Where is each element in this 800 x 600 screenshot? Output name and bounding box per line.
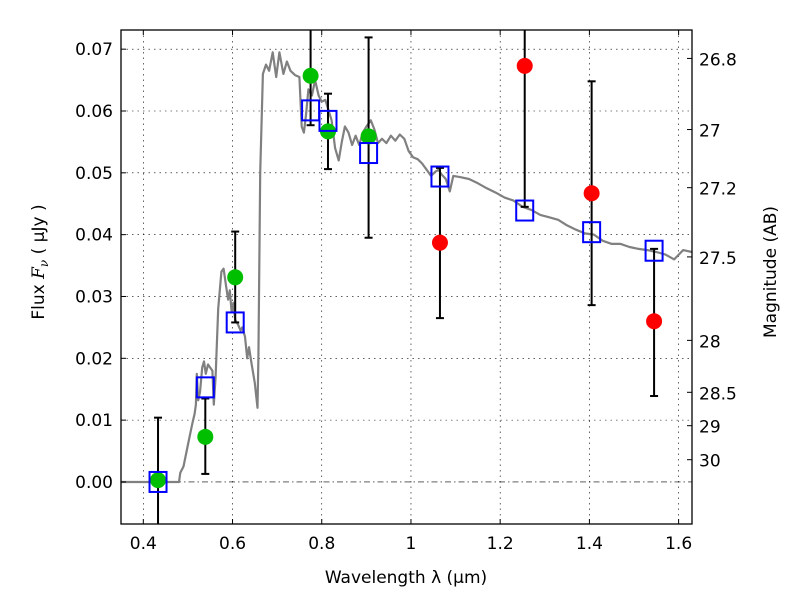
model-photometry-point [225, 311, 245, 334]
observed-point [516, 57, 533, 74]
y-tick-label: 0.06 [75, 102, 113, 122]
y2-tick-label: 27.5 [699, 249, 737, 269]
y2-tick-label: 30 [699, 452, 721, 472]
observed-point [302, 67, 319, 84]
y2-tick-label: 27 [699, 122, 721, 142]
observed-point [360, 128, 377, 145]
x-axis-label: Wavelength λ (μm) [325, 568, 487, 588]
y-axis-ticks: 0.00 0.01 0.02 0.03 0.04 0.05 0.06 0.07 [75, 40, 126, 493]
observed-point [150, 472, 167, 489]
observed-point [431, 234, 448, 251]
x-tick-label: 0.8 [308, 534, 335, 554]
y2-tick-label: 28 [699, 332, 721, 352]
y2-axis-ticks: 26.8 27 27.2 27.5 28 28.5 29 30 [687, 50, 737, 472]
y2-tick-label: 28.5 [699, 384, 737, 404]
observed-point [646, 313, 663, 330]
x-tick-label: 1.2 [487, 534, 514, 554]
x-axis-ticks: 0.4 0.6 0.8 1 1.2 1.4 1.6 [130, 30, 692, 554]
y-tick-label: 0.05 [75, 164, 113, 184]
x-tick-label: 0.6 [219, 534, 246, 554]
model-photometry-point [148, 470, 168, 493]
y-tick-label: 0.07 [75, 40, 113, 60]
y-axis-label-subscript: ν [37, 260, 51, 267]
observed-point [197, 428, 214, 445]
model-photometry-point [430, 165, 450, 188]
model-photometry-point [515, 199, 535, 222]
x-tick-label: 0.4 [130, 534, 157, 554]
x-tick-label: 1.6 [665, 534, 692, 554]
observed-point [227, 269, 244, 286]
x-tick-label: 1.4 [576, 534, 603, 554]
y2-axis-label: Magnitude (AB) [761, 206, 781, 338]
observed-points [150, 57, 663, 489]
model-photometry-point [359, 142, 379, 165]
model-photometry-point [195, 376, 215, 399]
y2-tick-label: 26.8 [699, 50, 737, 70]
model-photometry-point [582, 221, 602, 244]
y-axis-label-symbol: F [29, 266, 49, 280]
y-tick-label: 0.03 [75, 287, 113, 307]
y-tick-label: 0.02 [75, 349, 113, 369]
y-tick-label: 0.01 [75, 411, 113, 431]
y-axis-label: Flux Fν ( μJy ) [29, 204, 51, 319]
y-axis-label-prefix: Flux [29, 279, 49, 320]
observed-point [583, 185, 600, 202]
y-axis-label-suffix: ( μJy ) [29, 204, 49, 259]
model-photometry-points [148, 99, 664, 493]
y2-tick-label: 29 [699, 418, 721, 438]
y-tick-label: 0.00 [75, 473, 113, 493]
error-bar [154, 416, 163, 524]
model-photometry-point [644, 239, 664, 262]
x-tick-label: 1 [406, 534, 417, 554]
plot-frame [120, 29, 693, 525]
model-photometry-point [318, 109, 338, 132]
y-tick-label: 0.04 [75, 226, 113, 246]
y2-tick-label: 27.2 [699, 180, 737, 200]
